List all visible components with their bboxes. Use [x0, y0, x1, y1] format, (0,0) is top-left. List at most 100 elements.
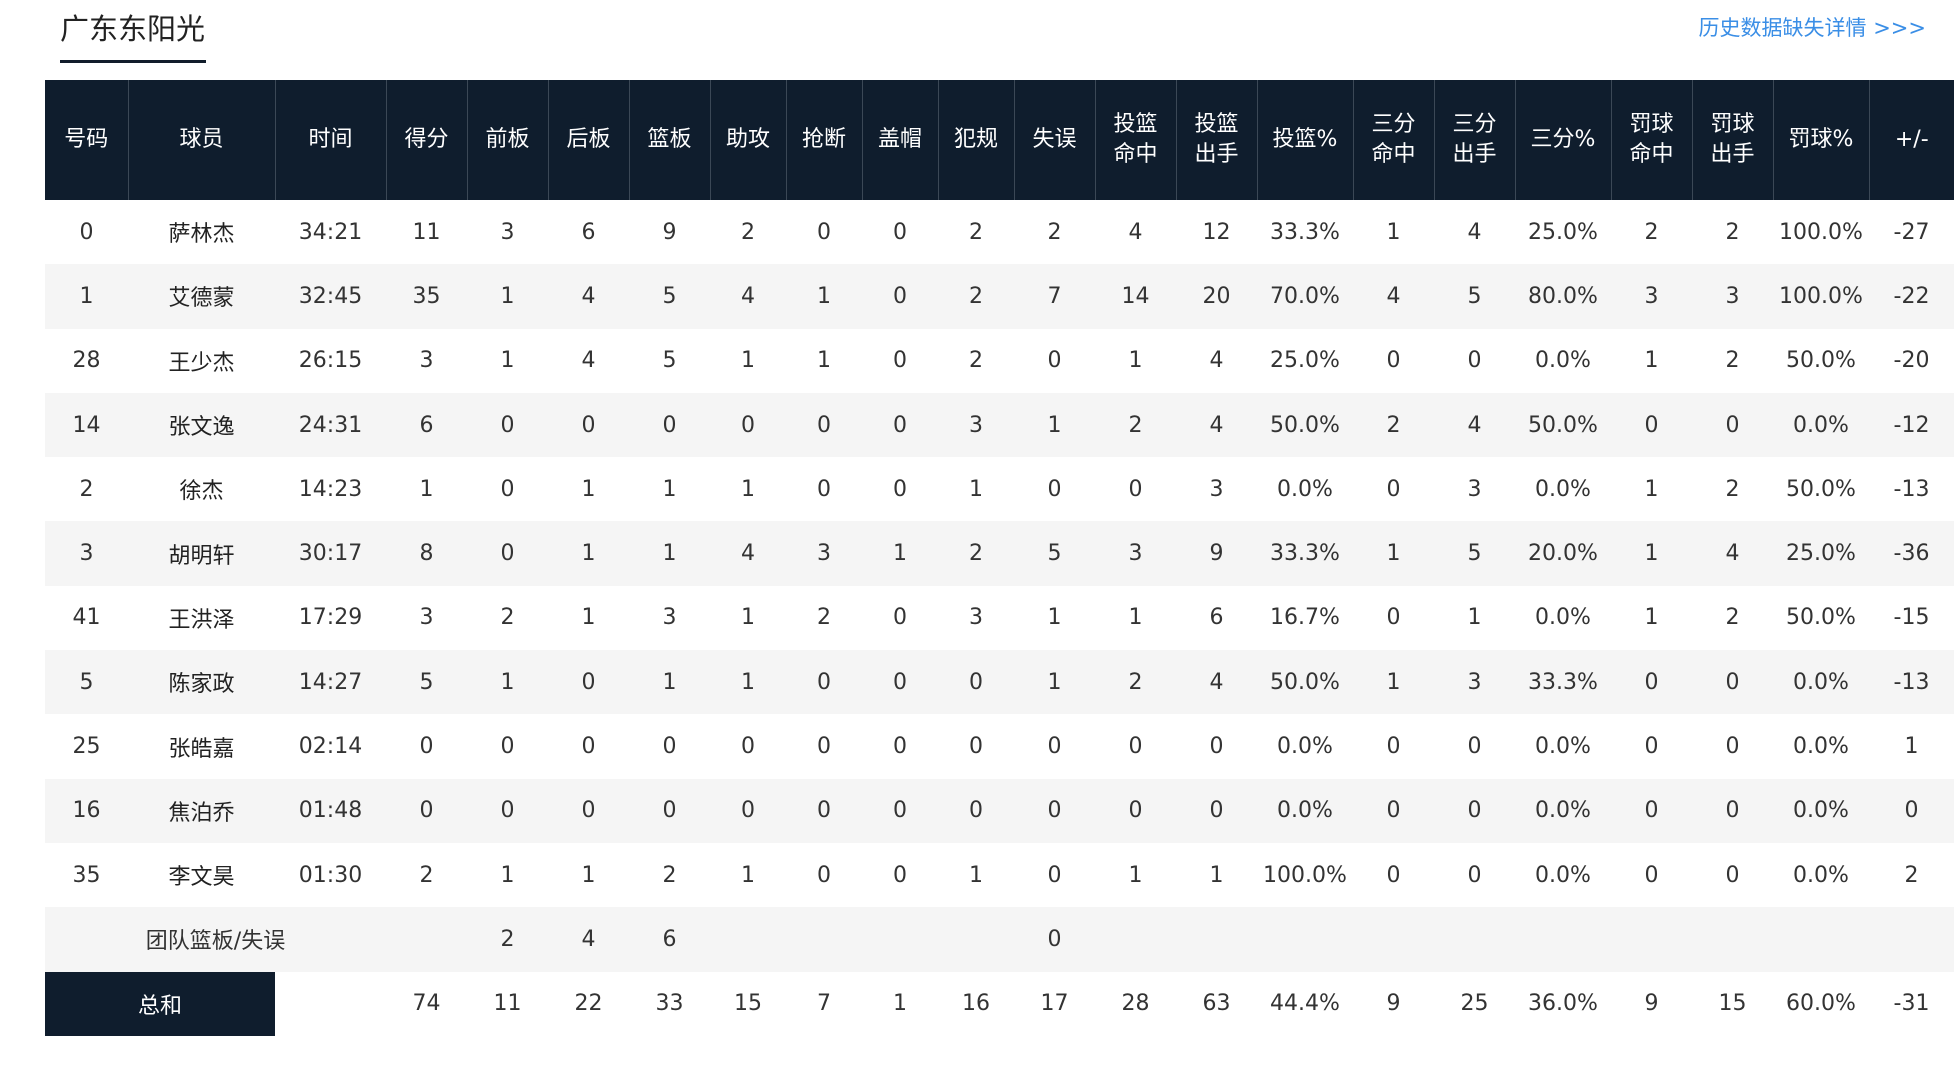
player-player-cell[interactable]: 陈家政 — [168, 672, 235, 698]
player-fg-pct-cell: 33.3% — [1270, 219, 1340, 245]
player-plus-minus-cell: -36 — [1893, 541, 1930, 567]
player-fgm-cell: 2 — [1128, 669, 1143, 695]
player-ftm-cell: 0 — [1644, 798, 1659, 824]
team-row-pf — [938, 907, 1014, 971]
header-ftm: 罚球 命中 — [1611, 80, 1693, 200]
player-blk-cell: 0 — [893, 219, 907, 245]
player-pf-cell: 3 — [969, 605, 983, 631]
player-fg-pct-cell: 33.3% — [1270, 541, 1340, 567]
player-oreb-cell: 1 — [500, 669, 515, 695]
player-tpa-cell: 1 — [1467, 605, 1482, 631]
header-fg-pct: 投篮% — [1257, 80, 1354, 200]
player-player-cell[interactable]: 萨林杰 — [168, 222, 235, 248]
player-oreb-cell: 0 — [500, 412, 515, 438]
player-player-cell[interactable]: 艾德蒙 — [168, 286, 235, 312]
player-fgm-cell: 1 — [1128, 862, 1143, 888]
player-ast-cell: 1 — [741, 605, 755, 631]
player-time-cell: 01:30 — [298, 862, 363, 888]
player-fta-cell: 2 — [1725, 219, 1740, 245]
player-dreb-cell: 1 — [581, 605, 596, 631]
player-fga-cell: 0 — [1209, 734, 1224, 760]
player-fgm-cell: 4 — [1128, 219, 1143, 245]
player-dreb-cell: 1 — [581, 476, 596, 502]
player-fta-cell: 0 — [1725, 862, 1740, 888]
player-oreb-cell: 0 — [500, 798, 515, 824]
player-fga-cell: 1 — [1209, 862, 1224, 888]
player-player-cell[interactable]: 张文逸 — [168, 415, 235, 441]
player-player-cell[interactable]: 张皓嘉 — [168, 736, 235, 762]
player-stl-cell: 0 — [817, 476, 831, 502]
player-player-cell[interactable]: 王洪泽 — [168, 607, 235, 633]
player-pf-cell: 0 — [969, 734, 983, 760]
player-fga-cell: 4 — [1209, 669, 1224, 695]
player-oreb-cell: 0 — [500, 541, 515, 567]
player-ftm-cell: 0 — [1644, 669, 1659, 695]
total-tpa-cell: 25 — [1460, 991, 1489, 1017]
player-tpa-cell: 0 — [1467, 862, 1482, 888]
player-fga-cell: 9 — [1209, 541, 1224, 567]
player-blk-cell: 0 — [893, 862, 907, 888]
player-tpm-cell: 0 — [1386, 605, 1401, 631]
header-blk: 盖帽 — [862, 80, 939, 200]
player-stl-cell: 0 — [817, 219, 831, 245]
player-tov-cell: 0 — [1047, 348, 1062, 374]
history-missing-link[interactable]: 历史数据缺失详情 >>> — [1698, 16, 1926, 40]
player-blk-cell: 0 — [893, 669, 907, 695]
player-row: 25 张皓嘉 02:14 0 0 0 0 0 0 0 0 0 0 0 0.0% 0 0 0.0% 0 0 0.0% 1 — [45, 714, 1954, 779]
player-ft-pct-cell: 50.0% — [1786, 348, 1856, 374]
player-points-cell: 8 — [419, 541, 434, 567]
total-points-cell: 74 — [412, 991, 441, 1017]
player-time-cell: 26:15 — [298, 348, 363, 374]
player-reb-cell: 2 — [662, 862, 677, 888]
player-pf-cell: 0 — [969, 669, 983, 695]
player-pf-cell: 2 — [969, 541, 983, 567]
player-reb-cell: 1 — [662, 669, 677, 695]
total-pf-cell: 16 — [962, 991, 990, 1017]
player-player-cell[interactable]: 胡明轩 — [168, 543, 235, 569]
player-player-cell[interactable]: 徐杰 — [179, 479, 224, 505]
total-ast-cell: 15 — [734, 991, 762, 1017]
player-ftm-cell: 3 — [1644, 283, 1659, 309]
player-reb-cell: 0 — [662, 412, 677, 438]
player-dreb-cell: 6 — [581, 219, 596, 245]
player-plus-minus-cell: 1 — [1904, 734, 1919, 760]
header-pf: 犯规 — [938, 80, 1015, 200]
player-fg-pct-cell: 50.0% — [1270, 412, 1340, 438]
team-rebounds-turnovers-row: 团队篮板/失误 2 4 6 0 — [45, 907, 1954, 972]
player-reb-cell: 1 — [662, 476, 677, 502]
player-blk-cell: 0 — [893, 348, 907, 374]
player-tp-pct-cell: 0.0% — [1535, 476, 1591, 502]
player-tov-cell: 2 — [1047, 219, 1062, 245]
player-points-cell: 1 — [419, 476, 434, 502]
player-tp-pct-cell: 0.0% — [1535, 734, 1591, 760]
player-player-cell[interactable]: 焦泊乔 — [168, 800, 235, 826]
header-tpa: 三分 出手 — [1434, 80, 1516, 200]
player-player-cell[interactable]: 李文昊 — [168, 865, 235, 891]
player-plus-minus-cell: 2 — [1904, 862, 1919, 888]
player-tpm-cell: 1 — [1386, 219, 1401, 245]
player-tp-pct-cell: 33.3% — [1528, 669, 1598, 695]
player-player-cell[interactable]: 王少杰 — [168, 350, 235, 376]
player-plus-minus-cell: -15 — [1893, 605, 1930, 631]
total-tp-pct-cell: 36.0% — [1528, 991, 1598, 1017]
team-row-tov: 0 — [1047, 926, 1062, 952]
total-row-label: 总和 — [45, 971, 275, 1036]
team-row-stl — [786, 907, 862, 971]
player-pf-cell: 2 — [969, 219, 983, 245]
player-fg-pct-cell: 0.0% — [1277, 798, 1333, 824]
player-number-cell: 1 — [79, 283, 94, 309]
player-ft-pct-cell: 0.0% — [1793, 669, 1849, 695]
player-blk-cell: 0 — [893, 476, 907, 502]
player-stl-cell: 3 — [817, 541, 831, 567]
total-ft-pct-cell: 60.0% — [1786, 991, 1856, 1017]
player-fta-cell: 0 — [1725, 412, 1740, 438]
team-tab[interactable]: 广东东阳光 — [60, 12, 206, 46]
total-tpm-cell: 9 — [1386, 991, 1401, 1017]
team-row-oreb: 2 — [500, 926, 515, 952]
team-row-reb: 6 — [662, 926, 677, 952]
player-reb-cell: 0 — [662, 798, 677, 824]
player-ft-pct-cell: 50.0% — [1786, 605, 1856, 631]
team-row-label: 团队篮板/失误 — [145, 929, 286, 955]
player-ft-pct-cell: 100.0% — [1779, 219, 1863, 245]
player-tp-pct-cell: 0.0% — [1535, 348, 1591, 374]
